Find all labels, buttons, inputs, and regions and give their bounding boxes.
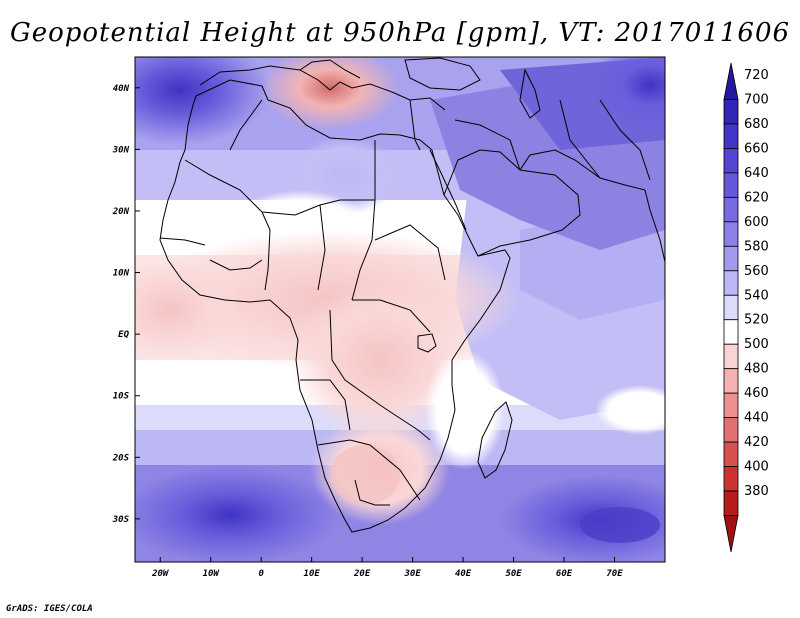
lat-tick-label: 30S — [112, 515, 130, 525]
grads-footer: GrADS: IGES/COLA — [6, 604, 93, 614]
lon-tick-label: 40E — [455, 569, 472, 579]
colorbar-label: 520 — [744, 313, 769, 328]
colorbar-swatch — [723, 343, 739, 370]
colorbar-swatch — [723, 172, 739, 198]
lon-tick-label: 50E — [505, 569, 522, 579]
colorbar-top-arrow — [723, 62, 739, 100]
colorbar: 720 700 680 660 640 620 600 580 560 540 520 500 480 4… — [723, 62, 769, 553]
lat-tick-label: 10S — [113, 392, 130, 402]
colorbar-label: 700 — [744, 92, 769, 107]
colorbar-swatch — [723, 123, 739, 149]
colorbar-swatch — [723, 392, 739, 419]
colorbar-label: 720 — [744, 68, 769, 83]
colorbar-label: 540 — [744, 288, 769, 303]
colorbar-label: 380 — [744, 484, 769, 499]
colorbar-label: 660 — [744, 141, 769, 156]
colorbar-swatch — [723, 196, 739, 223]
colorbar-label: 600 — [744, 215, 769, 230]
colorbar-swatch — [723, 368, 739, 394]
colorbar-label: 400 — [744, 460, 769, 475]
colorbar-swatch — [723, 441, 739, 467]
lat-tick-label: 30N — [112, 145, 130, 155]
colorbar-label: 420 — [744, 435, 769, 450]
map-title: Geopotential Height at 950hPa [gpm], VT:… — [9, 18, 791, 48]
colorbar-label: 680 — [744, 117, 769, 132]
coastlines — [159, 57, 665, 533]
colorbar-swatch — [723, 221, 739, 247]
colorbar-label: 500 — [744, 337, 769, 352]
colorbar-label: 620 — [744, 190, 769, 205]
lat-tick-label: 40N — [113, 84, 130, 94]
map-frame — [134, 56, 666, 563]
lon-tick-label: 10E — [304, 569, 321, 579]
lat-tick-label: 20N — [112, 207, 130, 217]
colorbar-label: 580 — [744, 239, 769, 254]
colorbar-bottom-arrow — [723, 515, 739, 553]
longitude-axis: 20W 10W 0 10E 20E 30E 40E 50E 60E 70E — [151, 557, 623, 579]
lon-tick-label: 20W — [151, 569, 170, 579]
lat-tick-label: 10N — [113, 269, 130, 279]
colorbar-label: 560 — [744, 264, 769, 279]
lat-tick-label: EQ — [118, 330, 129, 340]
lat-tick-label: 20S — [112, 453, 130, 463]
lon-tick-label: 60E — [556, 569, 573, 579]
colorbar-swatch — [723, 466, 739, 492]
colorbar-label: 460 — [744, 386, 769, 401]
colorbar-label: 640 — [744, 166, 769, 181]
colorbar-swatch — [723, 490, 739, 516]
colorbar-swatch — [723, 294, 739, 321]
colorbar-swatch — [723, 245, 739, 272]
colorbar-swatch — [723, 148, 739, 174]
lon-tick-label: 70E — [606, 569, 623, 579]
colorbar-swatch — [723, 99, 739, 125]
colorbar-label: 480 — [744, 362, 769, 377]
colorbar-swatch — [723, 270, 739, 296]
colorbar-swatch — [723, 417, 739, 443]
colorbar-label: 440 — [744, 411, 769, 426]
height-field — [135, 57, 665, 562]
colorbar-swatch — [723, 319, 739, 345]
lon-tick-label: 0 — [258, 569, 264, 579]
latitude-axis: 40N 30N 20N 10N EQ 10S 20S 30S — [112, 84, 140, 525]
lon-tick-label: 30E — [403, 569, 421, 579]
lon-tick-label: 10W — [203, 569, 221, 579]
lon-tick-label: 20E — [353, 569, 371, 579]
